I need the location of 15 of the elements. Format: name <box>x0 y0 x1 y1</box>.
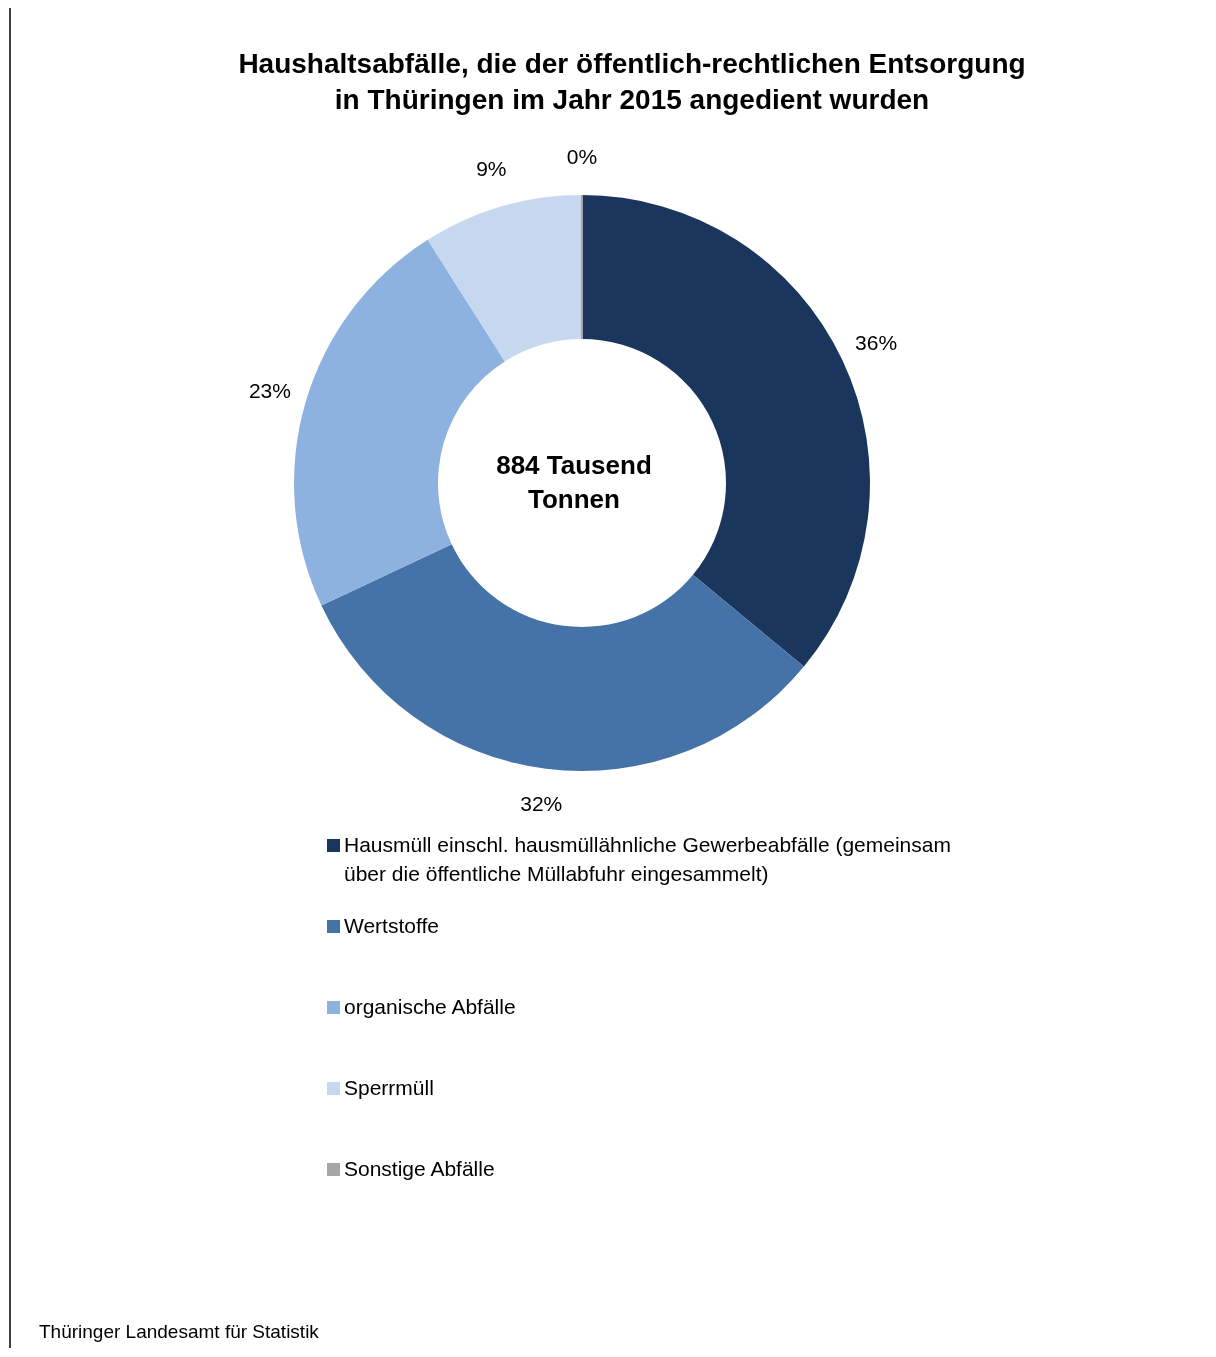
text: Thüringer Landesamt für Statistik <box>39 1321 320 1342</box>
data-label: 36% <box>855 331 898 355</box>
data-label: 9% <box>476 157 507 181</box>
legend-label: Sperrmüll <box>344 1075 434 1099</box>
legend-label: Hausmüll einschl. hausmüllähnliche Gewerbeabfälle (gemeinsam über die öffentliche Müllabfuhr eingesammelt) <box>344 832 951 885</box>
data-label: 23% <box>248 378 291 402</box>
data-label: 32% <box>520 791 563 815</box>
chart-title: Haushaltsabfälle, die der öffentlich-rechtlichen Entsorgung in Thüringen im Jahr 2015 angedient wurden <box>238 48 1026 115</box>
text: 884 Tausend Tonnen <box>496 449 652 514</box>
legend-label: organische Abfälle <box>344 994 516 1018</box>
text: 0% <box>566 144 598 168</box>
donut-slice <box>321 544 804 771</box>
legend-label: Sonstige Abfälle <box>344 1156 495 1180</box>
legend-label: Wertstoffe <box>344 913 439 937</box>
donut-slice <box>427 195 582 362</box>
